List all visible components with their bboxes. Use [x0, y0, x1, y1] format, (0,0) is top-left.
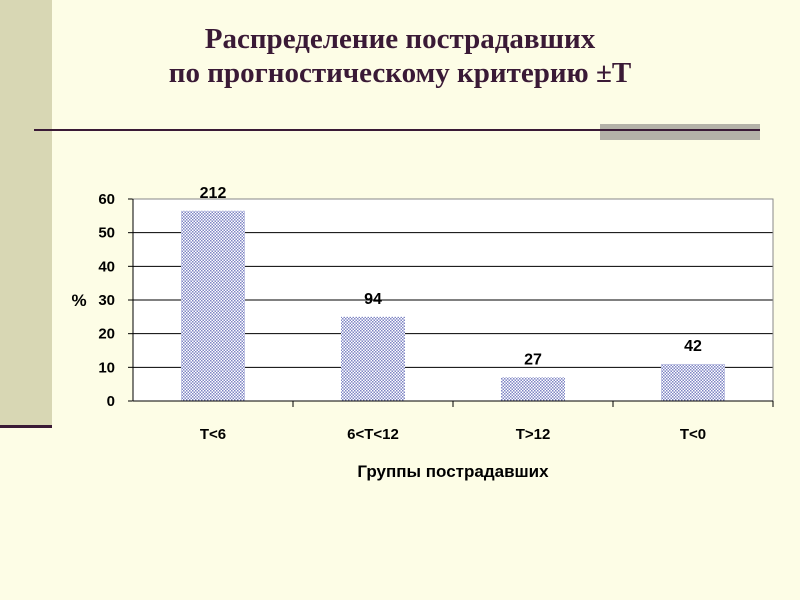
data-label: 212	[200, 185, 227, 202]
axes	[128, 198, 774, 407]
data-label: 94	[364, 291, 382, 308]
data-label: 42	[684, 338, 702, 355]
side-decoration-bar	[0, 0, 52, 425]
x-tick-label: Т<0	[680, 426, 706, 443]
bar	[341, 316, 405, 401]
x-tick-label: Т>12	[516, 426, 551, 443]
bar	[661, 363, 725, 401]
bar	[501, 377, 565, 401]
x-axis-label: Группы пострадавших	[357, 462, 549, 481]
data-label: 27	[524, 351, 542, 368]
bars	[181, 210, 725, 401]
y-tick-labels: 0 10 20 30 40 50 60	[98, 191, 115, 410]
data-labels: 212 94 27 42	[200, 185, 702, 369]
side-decoration-rule	[0, 425, 52, 428]
x-tick-labels: Т<6 6<Т<12 Т>12 Т<0	[200, 426, 706, 443]
y-tick-label: 40	[98, 258, 115, 275]
y-tick-label: 60	[98, 191, 115, 208]
title-underline-accent-line	[600, 129, 760, 131]
slide-title-line-2: по прогностическому критерию ±Т	[168, 57, 632, 89]
slide-title: Распределение пострадавших по прогностич…	[60, 22, 740, 90]
y-tick-label: 30	[98, 292, 115, 309]
y-tick-label: 20	[98, 326, 115, 343]
x-tick-label: Т<6	[200, 426, 226, 443]
y-axis-label: %	[71, 291, 86, 310]
title-underline	[34, 129, 760, 131]
y-tick-label: 10	[98, 359, 115, 376]
title-underline-accent-block	[600, 124, 760, 140]
x-tick-label: 6<Т<12	[347, 426, 399, 443]
bar	[181, 210, 245, 401]
y-tick-label: 0	[107, 393, 115, 410]
y-tick-label: 50	[98, 225, 115, 242]
slide-title-line-1: Распределение пострадавших	[204, 23, 596, 55]
